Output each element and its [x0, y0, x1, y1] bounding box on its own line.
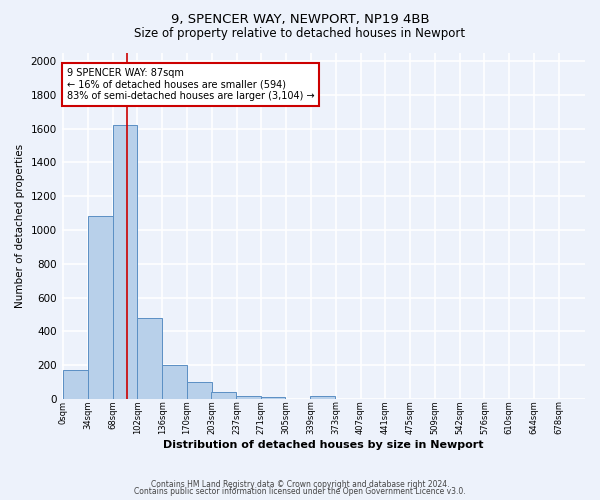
Y-axis label: Number of detached properties: Number of detached properties [15, 144, 25, 308]
Bar [137, 318, 162, 399]
Text: Size of property relative to detached houses in Newport: Size of property relative to detached ho… [134, 28, 466, 40]
Text: 9, SPENCER WAY, NEWPORT, NP19 4BB: 9, SPENCER WAY, NEWPORT, NP19 4BB [170, 12, 430, 26]
Bar [310, 396, 335, 399]
Bar [113, 125, 137, 399]
Bar [63, 370, 88, 399]
Bar [88, 216, 113, 399]
Text: Contains HM Land Registry data © Crown copyright and database right 2024.: Contains HM Land Registry data © Crown c… [151, 480, 449, 489]
Text: 9 SPENCER WAY: 87sqm
← 16% of detached houses are smaller (594)
83% of semi-deta: 9 SPENCER WAY: 87sqm ← 16% of detached h… [67, 68, 314, 101]
Bar [187, 382, 212, 399]
Bar [162, 365, 187, 399]
Bar [211, 392, 236, 399]
Bar [260, 398, 286, 399]
Bar [236, 396, 260, 399]
X-axis label: Distribution of detached houses by size in Newport: Distribution of detached houses by size … [163, 440, 484, 450]
Text: Contains public sector information licensed under the Open Government Licence v3: Contains public sector information licen… [134, 487, 466, 496]
